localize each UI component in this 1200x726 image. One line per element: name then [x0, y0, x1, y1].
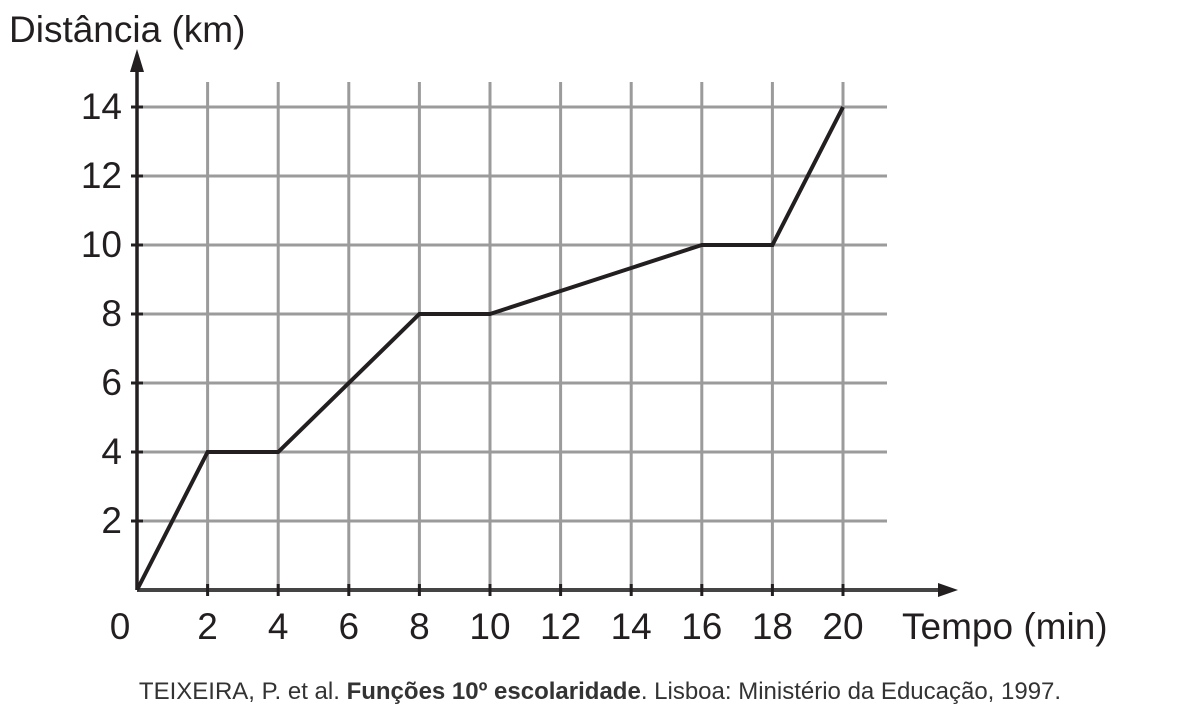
y-axis-label: Distância (km): [9, 9, 246, 50]
y-axis-arrow-icon: [130, 49, 144, 72]
distance-line: [135, 106, 845, 591]
x-tick-label: 14: [610, 606, 652, 647]
y-tick-label: 6: [101, 362, 122, 403]
grid-lines: [137, 82, 887, 590]
x-axis-label: Tempo (min): [902, 606, 1108, 647]
y-tick-label: 14: [80, 86, 122, 127]
x-tick-label: 6: [338, 606, 360, 647]
source-title: Funções 10º escolaridade: [346, 678, 641, 705]
x-tick-label: 4: [267, 606, 289, 647]
x-tick-label: 16: [681, 606, 723, 647]
x-axis-arrow-icon: [938, 583, 958, 597]
x-tick-label: 2: [197, 606, 218, 647]
x-tick-label: 0: [109, 606, 131, 647]
y-tick-label: 4: [101, 431, 122, 472]
y-tick-label: 10: [80, 224, 122, 265]
axes: [130, 49, 958, 597]
x-tick-label: 18: [751, 606, 793, 647]
y-tick-label: 2: [101, 500, 122, 541]
source-citation: TEIXEIRA, P. et al. Funções 10º escolari…: [0, 678, 1200, 706]
x-tick-label: 12: [540, 606, 582, 647]
x-tick-label: 20: [822, 606, 864, 647]
y-tick-label: 8: [101, 293, 122, 334]
x-tick-label: 8: [409, 606, 430, 647]
source-prefix: TEIXEIRA, P. et al.: [138, 678, 347, 705]
source-suffix: . Lisboa: Ministério da Educação, 1997.: [640, 678, 1062, 705]
x-tick-label: 10: [469, 606, 511, 647]
y-tick-label: 12: [80, 155, 122, 196]
